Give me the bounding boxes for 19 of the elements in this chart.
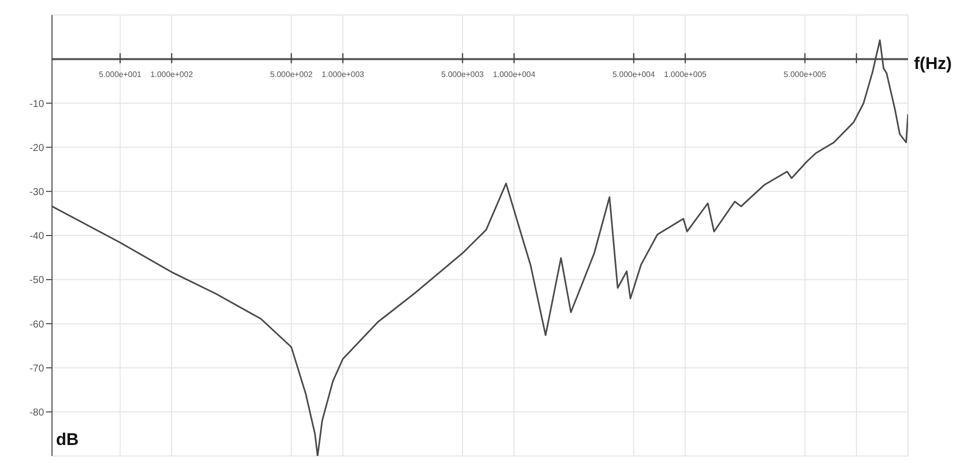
y-tick-label: -80	[30, 407, 44, 418]
x-tick-label: 5.000e+005	[784, 70, 827, 80]
x-tick-label: 5.000e+004	[612, 70, 656, 80]
y-tick-label: -40	[30, 231, 44, 242]
x-tick-label: 1.000e+002	[150, 70, 194, 80]
y-tick-label: -50	[30, 275, 44, 286]
y-tick-label: -30	[30, 186, 44, 198]
y-tick-label: -60	[30, 319, 44, 330]
x-tick-label: 5.000e+003	[441, 70, 484, 80]
y-tick-label: -70	[30, 363, 44, 374]
y-axis-title: dB	[56, 430, 79, 450]
x-tick-label: 1.000e+004	[492, 70, 536, 80]
x-tick-label: 5.000e+002	[270, 70, 314, 80]
y-tick-label: -20	[30, 142, 44, 154]
x-tick-label: 1.000e+003	[322, 70, 365, 80]
x-tick-label: 1.000e+005	[664, 70, 708, 80]
x-tick-label: 5.000e+001	[98, 70, 142, 80]
y-tick-label: -10	[30, 98, 44, 110]
x-axis-title: f(Hz)	[914, 54, 952, 74]
